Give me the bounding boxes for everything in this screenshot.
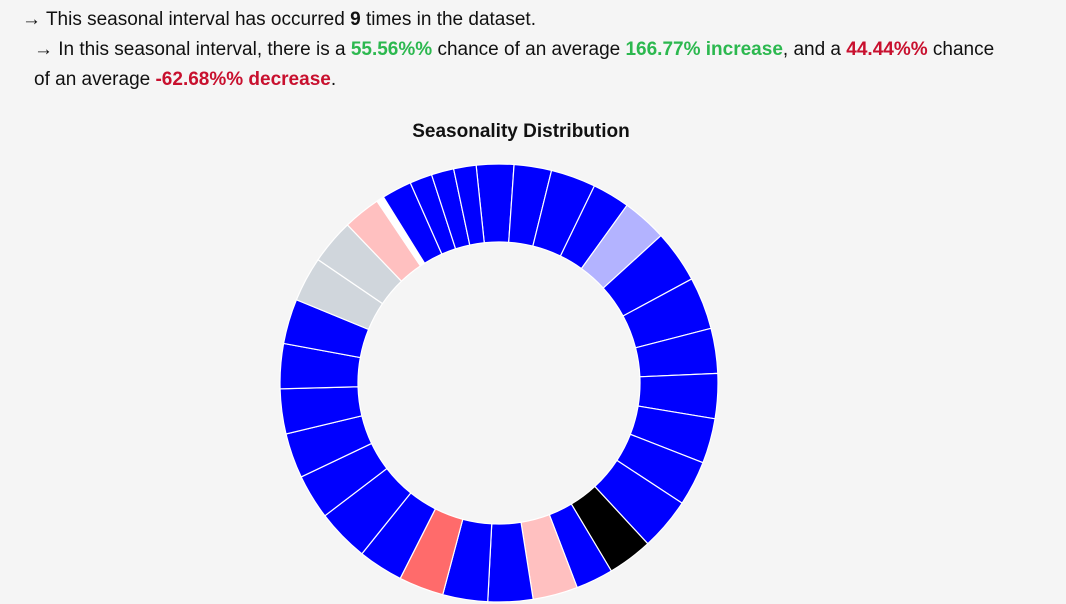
occurrence-text-pre: This seasonal interval has occurred xyxy=(45,9,345,30)
probability-text-mid1: chance of an average xyxy=(437,39,621,60)
occurrence-summary: → This seasonal interval has occurred 9 … xyxy=(22,6,536,34)
probability-text-line3-pre: of an average xyxy=(34,69,151,90)
probability-text-post: chance xyxy=(932,39,995,60)
arrow-icon: → xyxy=(34,39,53,60)
probability-text-pre: In this seasonal interval, there is a xyxy=(58,39,346,60)
probability-text-line3-post: . xyxy=(330,69,337,90)
occurrence-text-post: times in the dataset. xyxy=(365,9,536,30)
donut-slice-33[interactable] xyxy=(452,164,485,246)
probability-summary: → In this seasonal interval, there is a … xyxy=(34,36,994,64)
probability-text-mid2: , and a xyxy=(782,39,841,60)
increase-average: 166.77% increase xyxy=(625,39,783,60)
arrow-icon: → xyxy=(22,9,41,30)
decrease-chance: 44.44%% xyxy=(846,39,928,60)
probability-summary-cont: of an average -62.68%% decrease. xyxy=(34,66,336,94)
chart-title: Seasonality Distribution xyxy=(412,121,630,142)
occurrence-count: 9 xyxy=(350,9,361,30)
decrease-average: -62.68%% decrease xyxy=(155,69,331,90)
increase-chance: 55.56%% xyxy=(350,39,433,60)
